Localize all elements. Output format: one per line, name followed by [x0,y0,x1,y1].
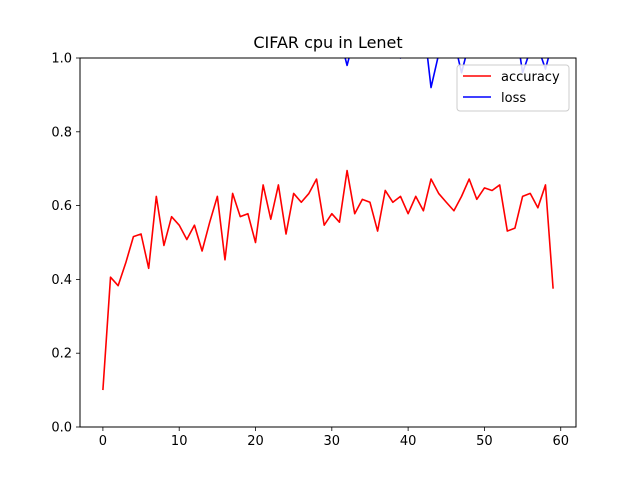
legend-accuracy-label: accuracy [501,70,560,85]
y-tick-label: 0.6 [51,199,72,214]
x-tick-label: 40 [400,434,417,449]
x-tick-label: 30 [324,434,341,449]
y-axis: 0.0 0.2 0.4 0.6 0.8 1.0 [51,52,80,436]
x-tick-label: 0 [99,434,107,449]
y-tick-label: 1.0 [51,52,72,67]
chart-title: CIFAR cpu in Lenet [253,33,402,52]
series-layer [102,58,554,391]
legend-loss-label: loss [501,91,526,106]
x-tick-label: 50 [476,434,493,449]
y-tick-label: 0.2 [51,347,72,362]
y-tick-label: 0.0 [51,421,72,436]
legend: accuracy loss [456,64,570,112]
x-tick-label: 10 [171,434,188,449]
series-line-accuracy [102,169,554,391]
x-tick-label: 20 [247,434,264,449]
y-tick-label: 0.4 [51,273,72,288]
plot-frame [79,57,577,428]
x-axis: 0 10 20 30 40 50 60 [99,427,569,449]
x-tick-label: 60 [552,434,569,449]
y-tick-label: 0.8 [51,125,72,140]
